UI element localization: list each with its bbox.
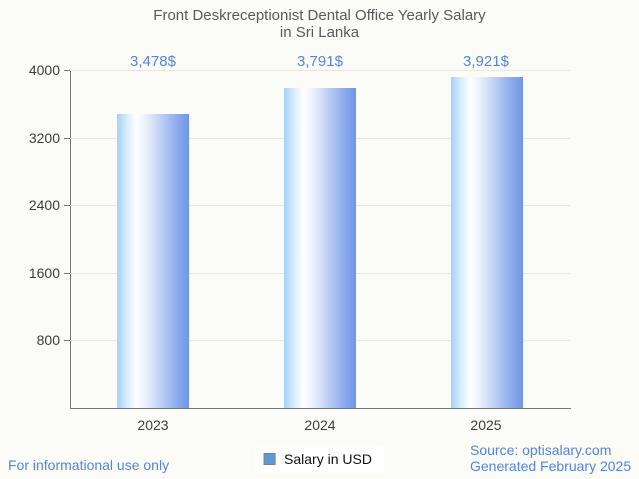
legend-label: Salary in USD [284,451,372,467]
y-tick-800 [64,340,70,341]
bar-value-label-2024: 3,791$ [297,53,343,70]
bar-2025 [451,77,523,408]
x-tick-label-2023: 2023 [137,417,169,433]
source-block: Source: optisalary.com Generated Februar… [470,442,631,474]
y-tick-1600 [64,273,70,274]
bar-value-label-2025: 3,921$ [463,53,509,70]
y-tick-label-3200: 3200 [28,130,60,146]
y-axis-line [70,70,71,408]
x-tick-label-2025: 2025 [470,417,502,433]
y-tick-label-4000: 4000 [28,62,60,78]
chart-title-line2: in Sri Lanka [279,24,360,41]
y-tick-label-800: 800 [36,332,60,348]
bar-value-label-2023: 3,478$ [130,53,176,70]
y-tick-2400 [64,205,70,206]
chart-title-line1: Front Deskreceptionist Dental Office Yea… [153,7,486,24]
y-tick-label-2400: 2400 [28,197,60,213]
source-link[interactable]: Source: optisalary.com [470,442,612,458]
chart-title: Front Deskreceptionist Dental Office Yea… [0,7,639,41]
y-tick-label-1600: 1600 [28,265,60,281]
informational-note: For informational use only [8,457,170,473]
bar-2023 [117,114,189,408]
bar-2024 [284,88,356,408]
legend-item-salary-in-usd[interactable]: Salary in USD [255,446,384,473]
x-tick-label-2024: 2024 [304,417,336,433]
x-axis-baseline [70,408,571,409]
generated-date: Generated February 2025 [470,458,632,474]
plot-area: 3,478$ 2023 3,791$ 2024 3,921$ 2025 [70,53,570,433]
y-tick-3200 [64,138,70,139]
legend-swatch-icon [263,453,276,465]
y-tick-4000 [64,70,70,71]
gridline-4000 [70,70,570,71]
